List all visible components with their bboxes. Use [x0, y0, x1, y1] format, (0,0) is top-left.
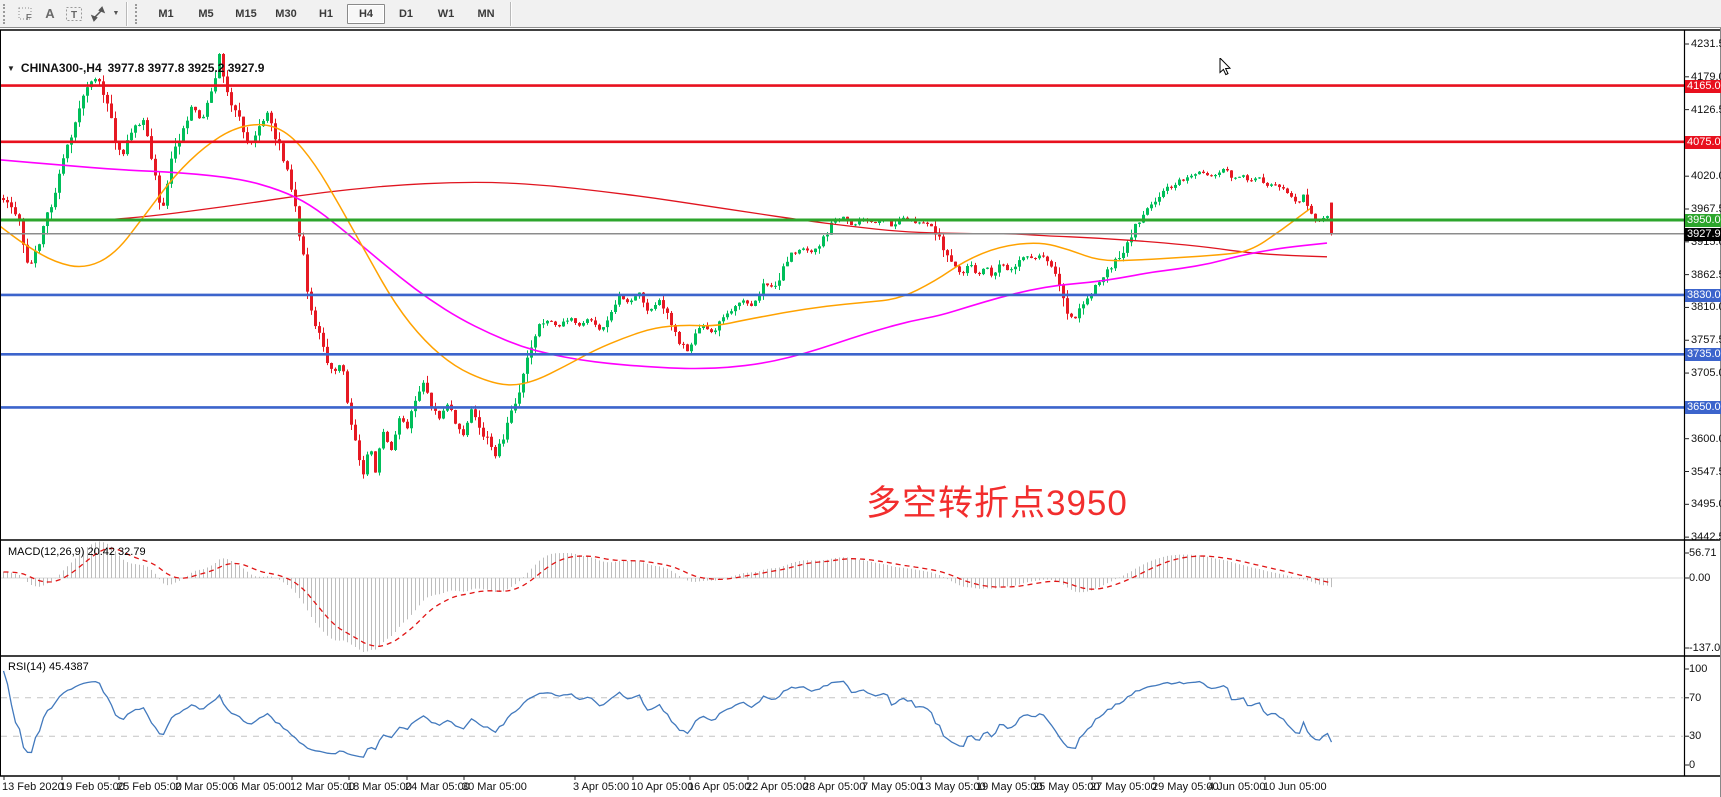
- hline-price-badge: 3650.0: [1685, 401, 1721, 415]
- rsi-indicator-label: RSI(14) 45.4387: [8, 661, 89, 673]
- svg-text:F: F: [26, 13, 31, 22]
- time-axis-label[interactable]: 6 Mar 05:00: [232, 781, 291, 793]
- timeframe-drag-handle[interactable]: [135, 3, 142, 24]
- timeframe-button-d1[interactable]: D1: [398, 7, 414, 20]
- rsi-scale-tick: 30: [1689, 730, 1702, 743]
- chart-canvas[interactable]: [0, 28, 1721, 797]
- time-axis-label[interactable]: 24 Mar 05:00: [405, 781, 470, 793]
- timeframe-button-m5[interactable]: M5: [198, 7, 214, 20]
- time-axis-label[interactable]: 25 May 05:00: [1033, 781, 1100, 793]
- hline-price-badge: 3950.0: [1685, 213, 1721, 227]
- price-scale-tick: 3810.0: [1691, 301, 1721, 314]
- chevron-down-icon[interactable]: ▼: [7, 63, 15, 73]
- time-axis-label[interactable]: 27 May 05:00: [1090, 781, 1157, 793]
- price-scale-tick: 3705.0: [1691, 367, 1721, 380]
- symbol-period-label: CHINA300-,H4: [20, 61, 102, 75]
- time-axis-label[interactable]: 29 May 05:00: [1152, 781, 1219, 793]
- toolbar-drag-handle[interactable]: [3, 3, 10, 24]
- mouse-cursor-icon: [1219, 58, 1232, 76]
- hline-price-badge: 3830.0: [1685, 288, 1721, 302]
- time-axis-label[interactable]: 13 Feb 2020: [2, 781, 64, 793]
- chart-title: ▼ CHINA300-,H4 3977.8 3977.8 3925.2 3927…: [7, 61, 264, 75]
- rsi-scale-tick: 70: [1689, 691, 1702, 704]
- timeframe-button-h1[interactable]: H1: [318, 7, 334, 20]
- price-scale-tick: 3862.5: [1691, 268, 1721, 281]
- time-axis-label[interactable]: 10 Jun 05:00: [1263, 781, 1327, 793]
- toolbar-separator-2: [510, 1, 512, 26]
- price-scale-tick: 3442.5: [1691, 531, 1721, 544]
- time-axis-label[interactable]: 19 Feb 05:00: [60, 781, 125, 793]
- time-axis-label[interactable]: 7 May 05:00: [862, 781, 923, 793]
- dropdown-caret-icon[interactable]: ▼: [112, 10, 120, 17]
- timeframe-button-w1[interactable]: W1: [437, 7, 455, 20]
- toolbar: F A T ▼ M1 M5 M15 M30 H1 H4 D1 W1 MN: [0, 0, 1721, 28]
- crosshair-arrows-icon[interactable]: [86, 3, 110, 25]
- timeframe-button-h4[interactable]: H4: [347, 3, 385, 24]
- text-label-icon[interactable]: A: [45, 6, 55, 21]
- time-axis-label[interactable]: 16 Apr 05:00: [688, 781, 751, 793]
- macd-scale-tick: 0.00: [1689, 572, 1711, 584]
- price-scale-tick: 3495.0: [1691, 498, 1721, 511]
- time-axis-label[interactable]: 13 May 05:00: [919, 781, 986, 793]
- ohlc-readout: 3977.8 3977.8 3925.2 3927.9: [107, 61, 265, 75]
- price-scale-tick: 3757.5: [1691, 334, 1721, 347]
- time-axis-label[interactable]: 12 Mar 05:00: [290, 781, 355, 793]
- price-scale-tick: 3600.0: [1691, 432, 1721, 445]
- chart-window: 4231.54179.04126.54020.03967.53915.03862…: [0, 28, 1721, 797]
- price-scale-tick: 3967.5: [1691, 203, 1721, 215]
- timeframe-button-mn[interactable]: MN: [477, 7, 495, 20]
- price-scale-tick: 4126.5: [1691, 103, 1721, 116]
- time-axis-label[interactable]: 18 Mar 05:00: [347, 781, 412, 793]
- rsi-scale-tick: 0: [1689, 759, 1696, 771]
- chart-annotation-text: 多空转折点3950: [866, 484, 1128, 523]
- toolbar-separator: [126, 1, 128, 26]
- time-axis-label[interactable]: 30 Mar 05:00: [462, 781, 527, 793]
- hline-price-badge: 3735.0: [1685, 348, 1721, 362]
- time-axis-label[interactable]: 19 May 05:00: [976, 781, 1043, 793]
- time-axis-label[interactable]: 2 Mar 05:00: [175, 781, 234, 793]
- price-scale-tick: 3547.5: [1691, 465, 1721, 478]
- chart-template-f-icon[interactable]: F: [14, 3, 38, 25]
- time-axis-label[interactable]: 28 Apr 05:00: [803, 781, 866, 793]
- price-scale-tick: 4231.5: [1691, 38, 1721, 50]
- bid-price-badge: 3927.9: [1685, 227, 1721, 241]
- time-axis-label[interactable]: 10 Apr 05:00: [631, 781, 694, 793]
- price-scale-tick: 4020.0: [1691, 170, 1721, 183]
- macd-scale-tick: 56.71: [1689, 547, 1717, 559]
- hline-price-badge: 4075.0: [1685, 135, 1721, 149]
- svg-text:T: T: [71, 10, 77, 21]
- timeframe-button-m15[interactable]: M15: [235, 7, 257, 20]
- timeframe-button-m1[interactable]: M1: [158, 7, 174, 20]
- macd-scale-tick: -137.01: [1689, 642, 1721, 654]
- macd-indicator-label: MACD(12,26,9) 20.42 32.79: [8, 546, 146, 558]
- rsi-scale-tick: 100: [1689, 663, 1708, 675]
- time-axis-label[interactable]: 22 Apr 05:00: [746, 781, 809, 793]
- text-box-icon[interactable]: T: [62, 3, 86, 25]
- time-axis-label[interactable]: 25 Feb 05:00: [117, 781, 182, 793]
- hline-price-badge: 4165.0: [1685, 79, 1721, 93]
- time-axis-label[interactable]: 4 Jun 05:00: [1208, 781, 1266, 793]
- timeframe-button-group: M1 M5 M15 M30 H1 H4 D1 W1 MN: [146, 3, 506, 24]
- timeframe-button-m30[interactable]: M30: [275, 7, 297, 20]
- time-axis-label[interactable]: 3 Apr 05:00: [573, 781, 630, 793]
